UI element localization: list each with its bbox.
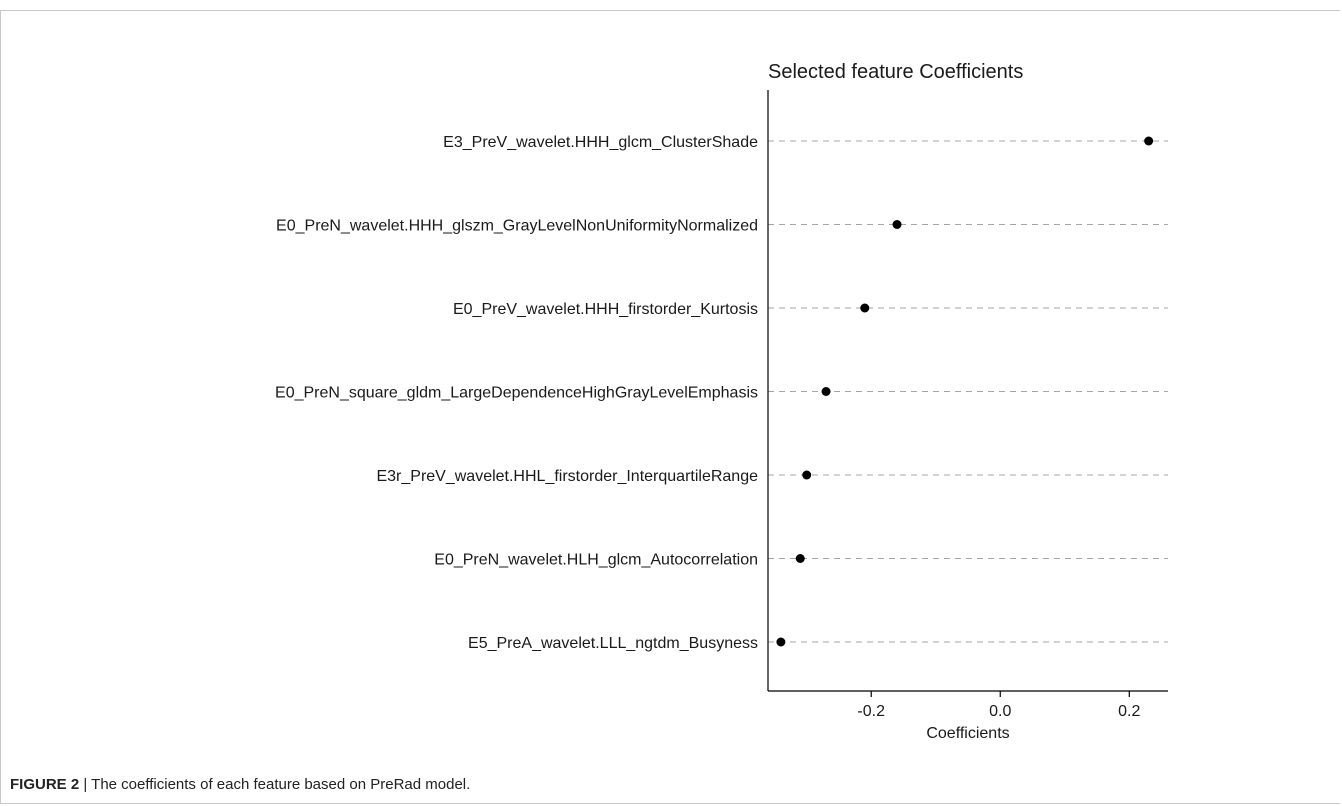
x-ticks: -0.2 0.0 0.2 [857,691,1141,720]
data-point [892,220,902,229]
caption-separator: | [79,776,92,793]
feature-label: E0_PreN_wavelet.HLH_glcm_Autocorrelation [434,552,758,569]
feature-label: E0_PreN_wavelet.HHH_glszm_GrayLevelNonUn… [276,218,758,235]
x-tick-label: -0.2 [857,703,885,720]
x-axis-label: Coefficients [926,725,1009,742]
chart-title: Selected feature Coefficients [768,61,1023,83]
data-points [776,136,1154,647]
x-tick-label: 0.2 [1118,703,1140,720]
data-point [776,637,786,647]
gridlines [768,140,1168,643]
figure-frame [0,10,1340,804]
x-tick-label: 0.0 [989,703,1011,720]
feature-label: E5_PreA_wavelet.LLL_ngtdm_Busyness [468,635,758,652]
data-point [821,387,831,396]
feature-label: E0_PreN_square_gldm_LargeDependenceHighG… [275,385,758,402]
feature-label: E3r_PreV_wavelet.HHL_firstorder_Interqua… [376,468,758,485]
feature-label: E3_PreV_wavelet.HHH_glcm_ClusterShade [443,134,758,151]
data-point [1144,136,1154,146]
caption-text: The coefficients of each feature based o… [91,776,471,793]
data-point [795,554,805,563]
figure-caption: FIGURE 2 | The coefficients of each feat… [10,776,470,793]
data-point [802,470,812,480]
feature-labels: E3_PreV_wavelet.HHH_glcm_ClusterShade E0_… [275,134,758,652]
data-point [860,303,870,313]
figure-label: FIGURE 2 [10,776,80,793]
feature-label: E0_PreV_wavelet.HHH_firstorder_Kurtosis [453,301,758,318]
